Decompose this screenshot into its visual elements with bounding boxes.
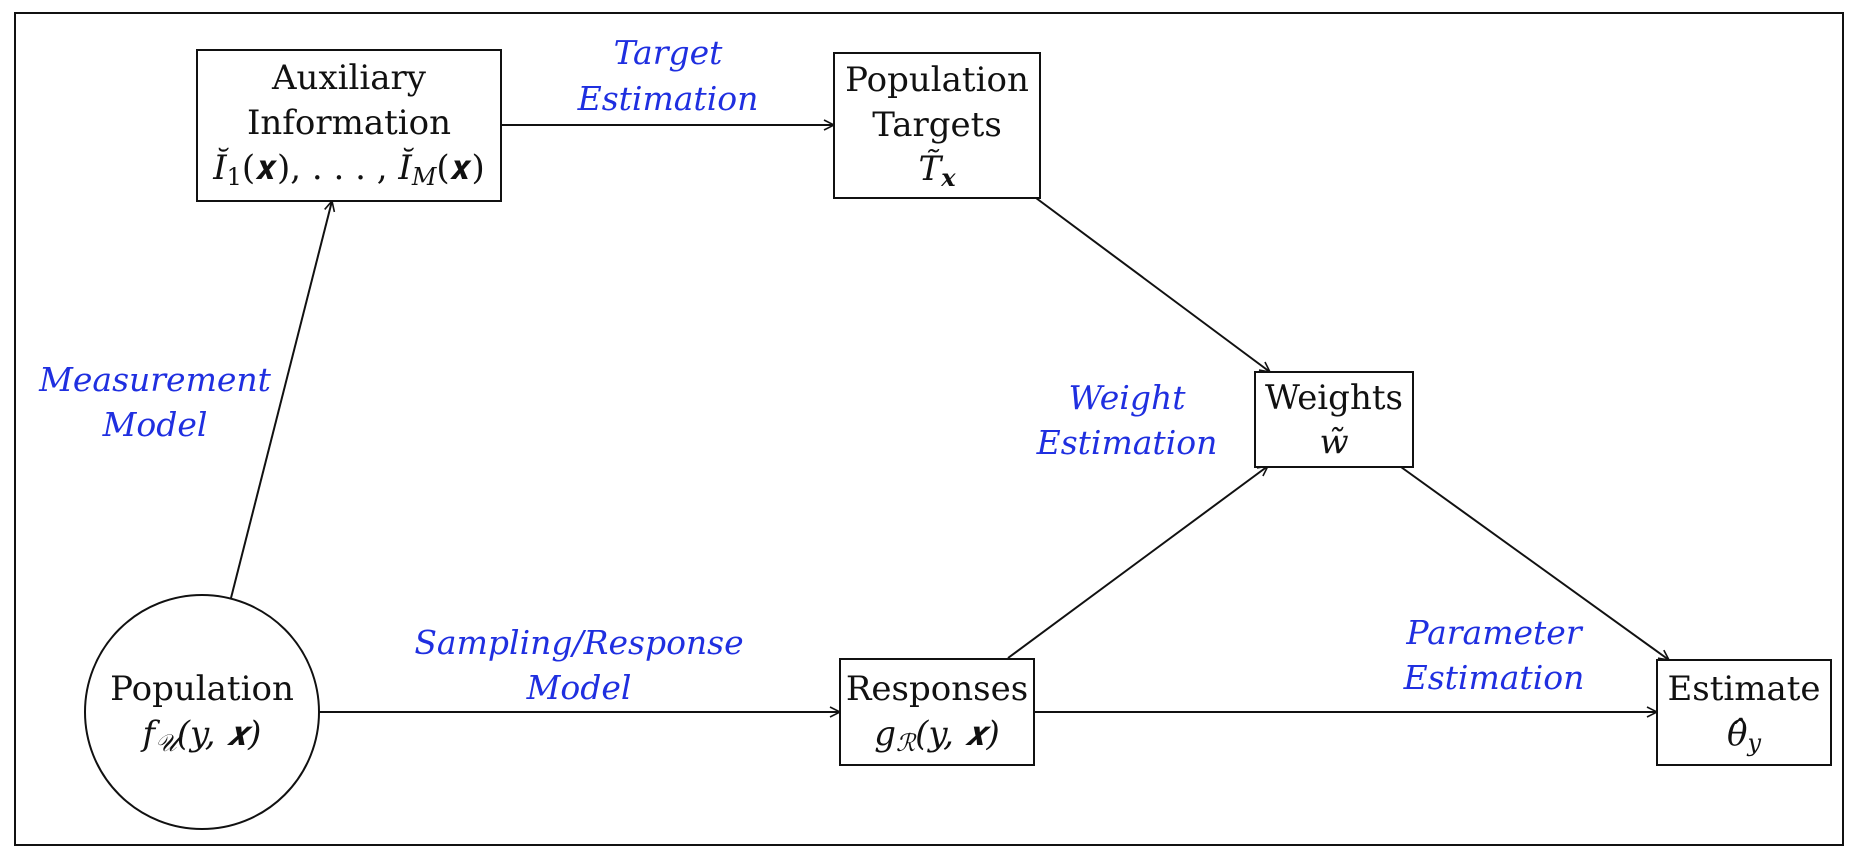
edge-population-to-auxiliary <box>230 201 332 599</box>
node-population-targets: Population Targets T̃𝒙 <box>833 52 1041 199</box>
label-sampling-response-line1: Sampling/Response <box>414 623 743 662</box>
node-weights-formula: w̃ <box>1319 422 1348 462</box>
label-parameter-estimation-line1: Parameter <box>1405 613 1583 652</box>
node-population-formula: f𝒰(y, 𝒙) <box>140 714 262 757</box>
node-responses-formula: gℛ(y, 𝒙) <box>874 714 1000 757</box>
label-measurement-model-line1: Measurement <box>38 360 272 399</box>
node-weights: Weights w̃ <box>1254 371 1414 468</box>
edge-weights-to-estimate <box>1400 466 1669 660</box>
node-auxiliary-line1: Auxiliary <box>271 58 427 98</box>
node-targets-formula: T̃𝒙 <box>919 149 957 192</box>
label-weight-estimation: Weight Estimation <box>1036 378 1218 462</box>
node-auxiliary-information: Auxiliary Information Ĭ1(𝒙), . . . , ĬM(… <box>196 49 502 202</box>
node-auxiliary-line2: Information <box>247 103 451 143</box>
node-responses-line1: Responses <box>846 669 1028 709</box>
label-measurement-model-line2: Model <box>102 405 208 444</box>
diagram-frame <box>14 12 1844 846</box>
label-parameter-estimation-line2: Estimation <box>1403 658 1585 697</box>
node-targets-line1: Population <box>845 60 1029 100</box>
node-auxiliary-formula: Ĭ1(𝒙), . . . , ĬM(𝒙) <box>212 147 485 191</box>
node-weights-line1: Weights <box>1265 378 1403 418</box>
label-weight-estimation-line1: Weight <box>1069 378 1187 417</box>
label-sampling-response-model: Sampling/Response Model <box>414 623 743 707</box>
node-targets-line2: Targets <box>872 105 1002 145</box>
edge-targets-to-weights <box>1035 197 1270 372</box>
node-estimate-formula: θ̂y <box>1727 714 1761 757</box>
node-responses: Responses gℛ(y, 𝒙) <box>839 658 1035 766</box>
label-weight-estimation-line2: Estimation <box>1036 423 1218 462</box>
label-target-estimation: Target Estimation <box>577 33 759 118</box>
label-parameter-estimation: Parameter Estimation <box>1403 613 1585 697</box>
label-target-estimation-line2: Estimation <box>577 79 759 118</box>
node-estimate: Estimate θ̂y <box>1656 659 1832 766</box>
label-sampling-response-line2: Model <box>526 668 632 707</box>
node-estimate-line1: Estimate <box>1667 669 1820 709</box>
label-measurement-model: Measurement Model <box>38 360 272 444</box>
node-population-line1: Population <box>110 669 294 709</box>
node-population: Population f𝒰(y, 𝒙) <box>84 594 320 830</box>
label-target-estimation-line1: Target <box>614 33 724 72</box>
edge-responses-to-weights <box>1007 466 1268 659</box>
